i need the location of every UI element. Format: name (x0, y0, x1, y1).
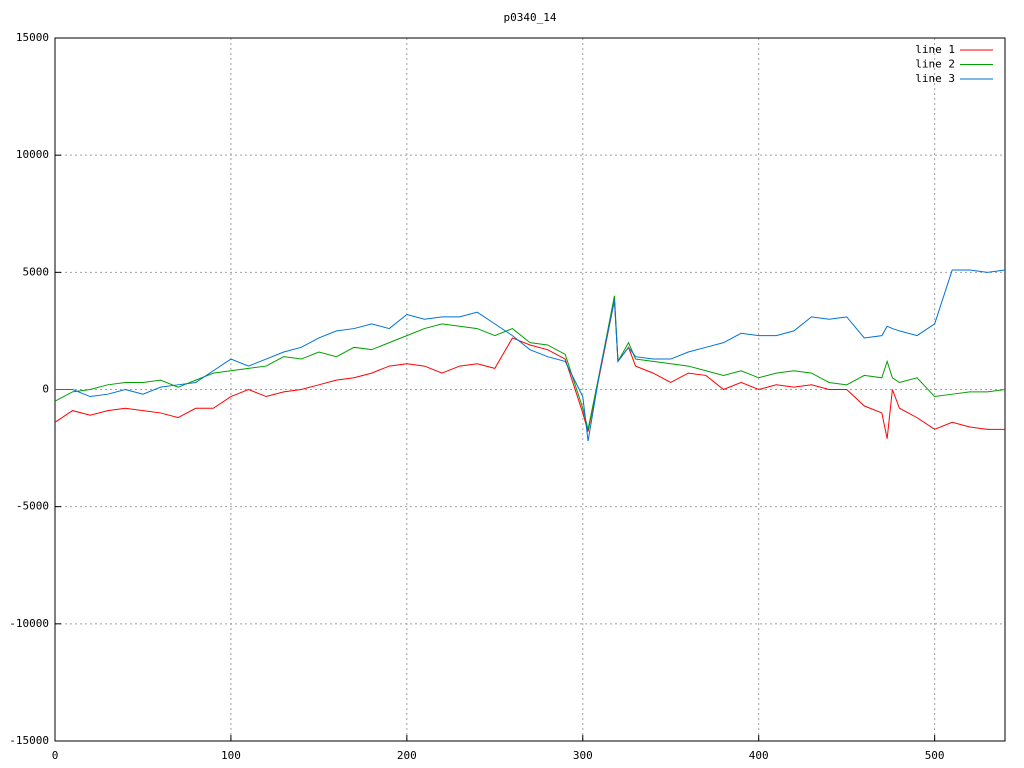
y-tick-label: 10000 (16, 148, 49, 161)
y-tick-label: -10000 (9, 617, 49, 630)
series-line (54, 295, 1006, 430)
x-tick-label: 100 (221, 749, 241, 762)
x-tick-label: 0 (52, 749, 59, 762)
x-tick-label: 200 (397, 749, 417, 762)
legend-label: line 1 (915, 43, 955, 56)
series-line (54, 300, 1005, 439)
y-tick-label: 5000 (23, 265, 50, 278)
legend-label: line 2 (915, 58, 955, 71)
y-tick-label: 0 (42, 383, 49, 396)
series-line (55, 269, 1006, 442)
legend-label: line 3 (915, 72, 955, 85)
chart-title: p0340_14 (504, 11, 557, 24)
x-tick-label: 400 (749, 749, 769, 762)
y-tick-label: -15000 (9, 734, 49, 747)
x-tick-label: 500 (925, 749, 945, 762)
y-tick-label: 15000 (16, 31, 49, 44)
y-tick-label: -5000 (16, 500, 49, 513)
x-tick-label: 300 (573, 749, 593, 762)
